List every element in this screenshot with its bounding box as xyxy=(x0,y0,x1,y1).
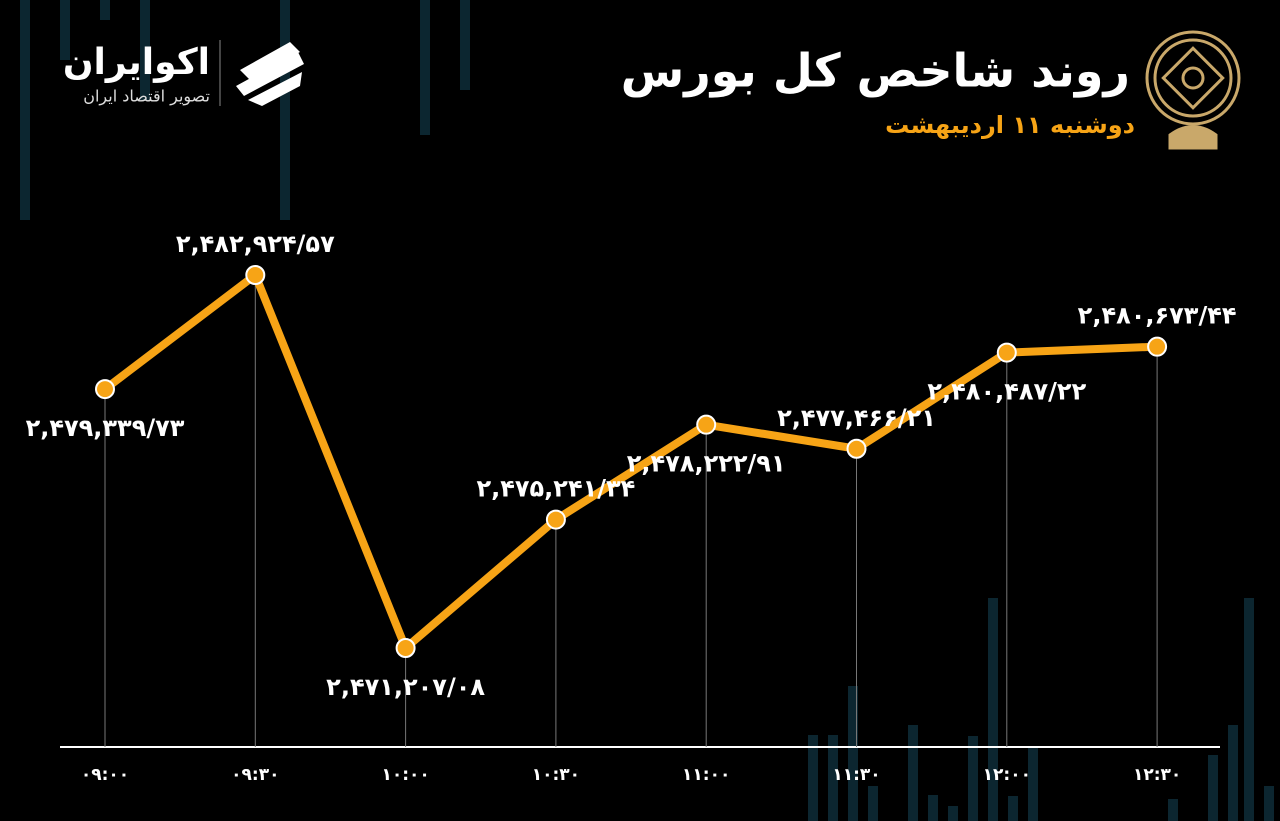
value-label: ۲,۴۷۸,۲۲۲/۹۱ xyxy=(627,450,786,478)
chart-subtitle: دوشنبه ۱۱ اردیبهشت xyxy=(885,111,1135,139)
x-tick-label: ۰۹:۰۰ xyxy=(81,765,129,785)
brand-name: اکوایران xyxy=(63,42,210,83)
x-tick-label: ۱۰:۳۰ xyxy=(532,765,580,785)
value-label: ۲,۴۸۰,۶۷۳/۴۴ xyxy=(1078,302,1237,330)
value-label: ۲,۴۷۵,۲۴۱/۳۴ xyxy=(476,475,635,503)
value-label: ۲,۴۸۰,۴۸۷/۲۲ xyxy=(927,378,1086,406)
point xyxy=(95,379,115,400)
point xyxy=(1147,336,1168,357)
brand-logo xyxy=(219,40,304,106)
value-label: ۲,۴۷۱,۲۰۷/۰۸ xyxy=(326,673,485,701)
value-label: ۲,۴۸۲,۹۲۴/۵۷ xyxy=(176,230,335,258)
chart-title: روند شاخص کل بورس xyxy=(621,44,1130,98)
brand-tagline: تصویر اقتصاد ایران xyxy=(83,87,210,107)
x-tick-label: ۱۱:۳۰ xyxy=(832,765,880,785)
index-line xyxy=(102,271,1158,652)
point xyxy=(696,414,717,435)
point xyxy=(395,638,416,658)
point xyxy=(996,342,1017,363)
point xyxy=(245,265,266,285)
exchange-emblem xyxy=(1145,30,1241,150)
value-label: ۲,۴۷۷,۴۶۶/۲۱ xyxy=(777,404,936,432)
x-tick-label: ۱۲:۳۰ xyxy=(1133,765,1181,785)
value-label: ۲,۴۷۹,۳۳۹/۷۳ xyxy=(26,414,185,442)
x-tick-label: ۰۹:۳۰ xyxy=(231,765,279,785)
x-tick-label: ۱۲:۰۰ xyxy=(983,765,1031,785)
point xyxy=(846,438,867,459)
x-tick-label: ۱۱:۰۰ xyxy=(682,765,730,785)
point xyxy=(545,509,566,530)
x-tick-label: ۱۰:۰۰ xyxy=(381,765,429,785)
decor-bars xyxy=(20,0,1274,821)
